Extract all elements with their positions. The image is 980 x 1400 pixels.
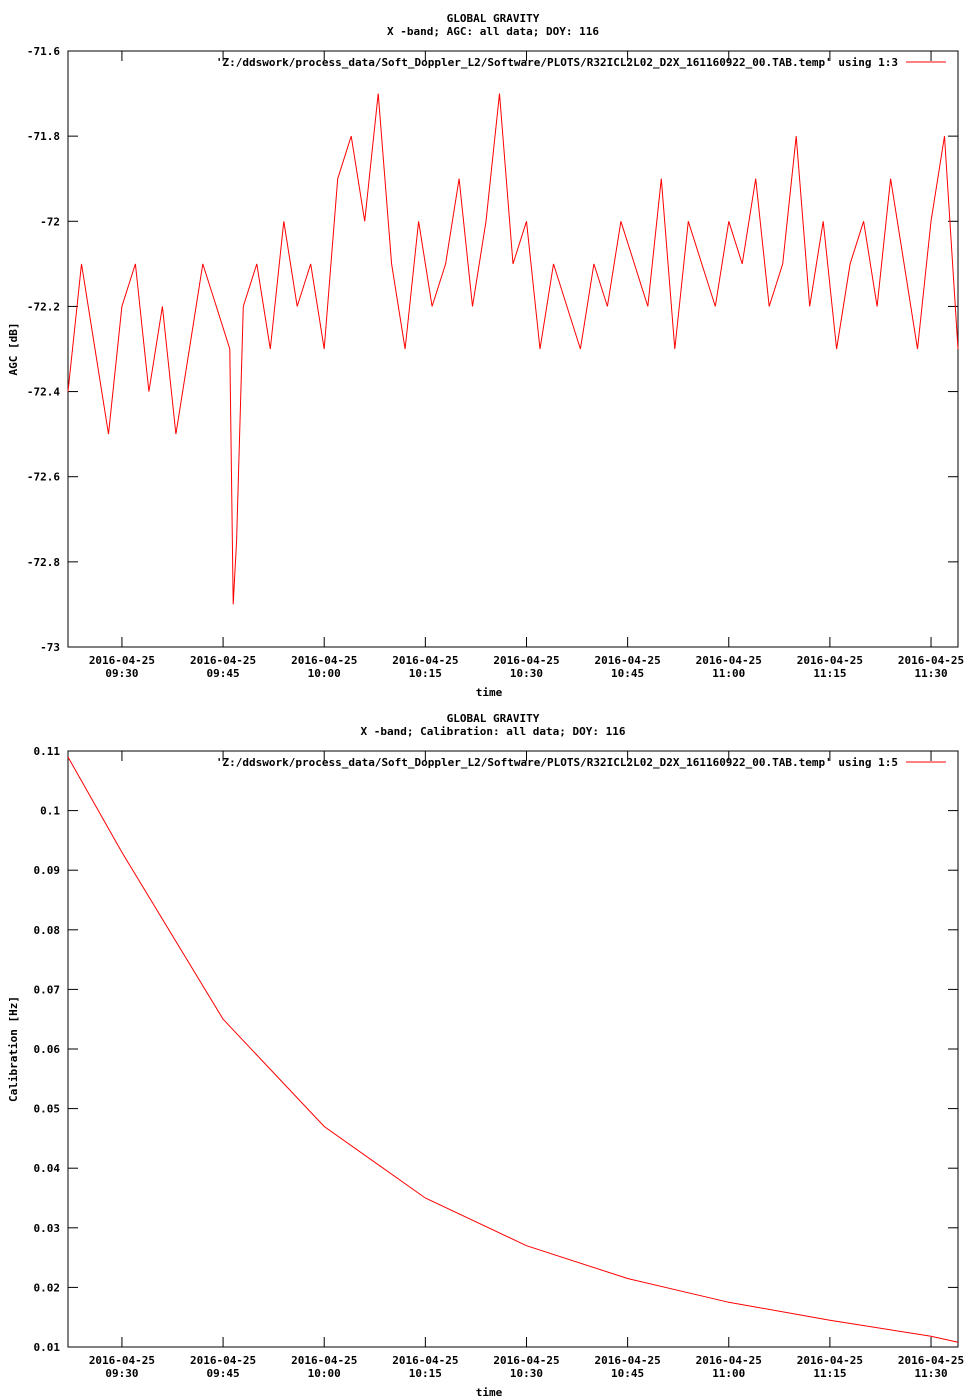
x-tick-date-label: 2016-04-25 <box>291 654 357 667</box>
y-tick-label: 0.07 <box>34 983 61 996</box>
x-tick-time-label: 09:45 <box>207 1367 240 1380</box>
x-tick-time-label: 11:15 <box>813 667 846 680</box>
x-tick-time-label: 11:00 <box>712 1367 745 1380</box>
y-tick-label: 0.05 <box>34 1103 61 1116</box>
x-tick-time-label: 09:45 <box>207 667 240 680</box>
x-axis-label: time <box>476 686 503 699</box>
x-tick-date-label: 2016-04-25 <box>595 654 661 667</box>
x-tick-date-label: 2016-04-25 <box>392 1354 458 1367</box>
x-tick-date-label: 2016-04-25 <box>898 654 964 667</box>
y-tick-label: -72.6 <box>27 471 60 484</box>
y-tick-label: -72.2 <box>27 300 60 313</box>
y-tick-label: 0.09 <box>34 864 61 877</box>
x-tick-date-label: 2016-04-25 <box>493 654 559 667</box>
y-tick-label: 0.04 <box>34 1162 61 1175</box>
plot-frame <box>67 50 959 648</box>
x-tick-date-label: 2016-04-25 <box>89 1354 155 1367</box>
chart-title: GLOBAL GRAVITY <box>447 712 540 725</box>
y-tick-label: 0.03 <box>34 1222 61 1235</box>
x-tick-time-label: 10:45 <box>611 667 644 680</box>
x-tick-time-label: 10:00 <box>308 667 341 680</box>
x-tick-date-label: 2016-04-25 <box>89 654 155 667</box>
x-tick-date-label: 2016-04-25 <box>797 654 863 667</box>
y-tick-label: 0.01 <box>34 1341 61 1354</box>
chart-subtitle: X -band; Calibration: all data; DOY: 116 <box>361 725 626 738</box>
x-tick-date-label: 2016-04-25 <box>797 1354 863 1367</box>
x-tick-time-label: 11:00 <box>712 667 745 680</box>
x-tick-date-label: 2016-04-25 <box>595 1354 661 1367</box>
y-tick-label: 0.06 <box>34 1043 61 1056</box>
y-tick-label: 0.08 <box>34 924 61 937</box>
x-tick-date-label: 2016-04-25 <box>392 654 458 667</box>
x-tick-time-label: 10:45 <box>611 1367 644 1380</box>
x-tick-date-label: 2016-04-25 <box>190 654 256 667</box>
x-tick-date-label: 2016-04-25 <box>493 1354 559 1367</box>
x-tick-date-label: 2016-04-25 <box>190 1354 256 1367</box>
y-tick-label: 0.1 <box>40 805 60 818</box>
y-axis-label: Calibration [Hz] <box>7 996 20 1102</box>
y-axis-label: AGC [dB] <box>7 323 20 376</box>
y-tick-label: 0.11 <box>34 745 61 758</box>
x-tick-date-label: 2016-04-25 <box>291 1354 357 1367</box>
x-tick-date-label: 2016-04-25 <box>898 1354 964 1367</box>
x-tick-time-label: 10:15 <box>409 667 442 680</box>
series-line-1 <box>67 756 959 1343</box>
x-tick-time-label: 10:00 <box>308 1367 341 1380</box>
legend-entry: 'Z:/ddswork/process_data/Soft_Doppler_L2… <box>216 56 898 69</box>
x-tick-time-label: 09:30 <box>105 1367 138 1380</box>
x-tick-time-label: 09:30 <box>105 667 138 680</box>
x-axis-label: time <box>476 1386 503 1399</box>
x-tick-time-label: 11:30 <box>914 1367 947 1380</box>
x-tick-time-label: 10:30 <box>510 1367 543 1380</box>
x-tick-time-label: 10:15 <box>409 1367 442 1380</box>
chart-title: GLOBAL GRAVITY <box>447 12 540 25</box>
x-tick-date-label: 2016-04-25 <box>696 654 762 667</box>
y-tick-label: -72 <box>40 215 60 228</box>
x-tick-time-label: 10:30 <box>510 667 543 680</box>
y-tick-label: -72.8 <box>27 556 60 569</box>
plot-frame <box>67 750 959 1348</box>
x-tick-time-label: 11:15 <box>813 1367 846 1380</box>
y-tick-label: -72.4 <box>27 386 60 399</box>
y-tick-label: 0.02 <box>34 1281 61 1294</box>
y-tick-label: -73 <box>40 641 60 654</box>
y-tick-label: -71.6 <box>27 45 60 58</box>
series-line-1 <box>67 93 959 605</box>
y-tick-label: -71.8 <box>27 130 60 143</box>
chart-subtitle: X -band; AGC: all data; DOY: 116 <box>387 25 599 38</box>
x-tick-date-label: 2016-04-25 <box>696 1354 762 1367</box>
legend-entry: 'Z:/ddswork/process_data/Soft_Doppler_L2… <box>216 756 898 769</box>
x-tick-time-label: 11:30 <box>914 667 947 680</box>
